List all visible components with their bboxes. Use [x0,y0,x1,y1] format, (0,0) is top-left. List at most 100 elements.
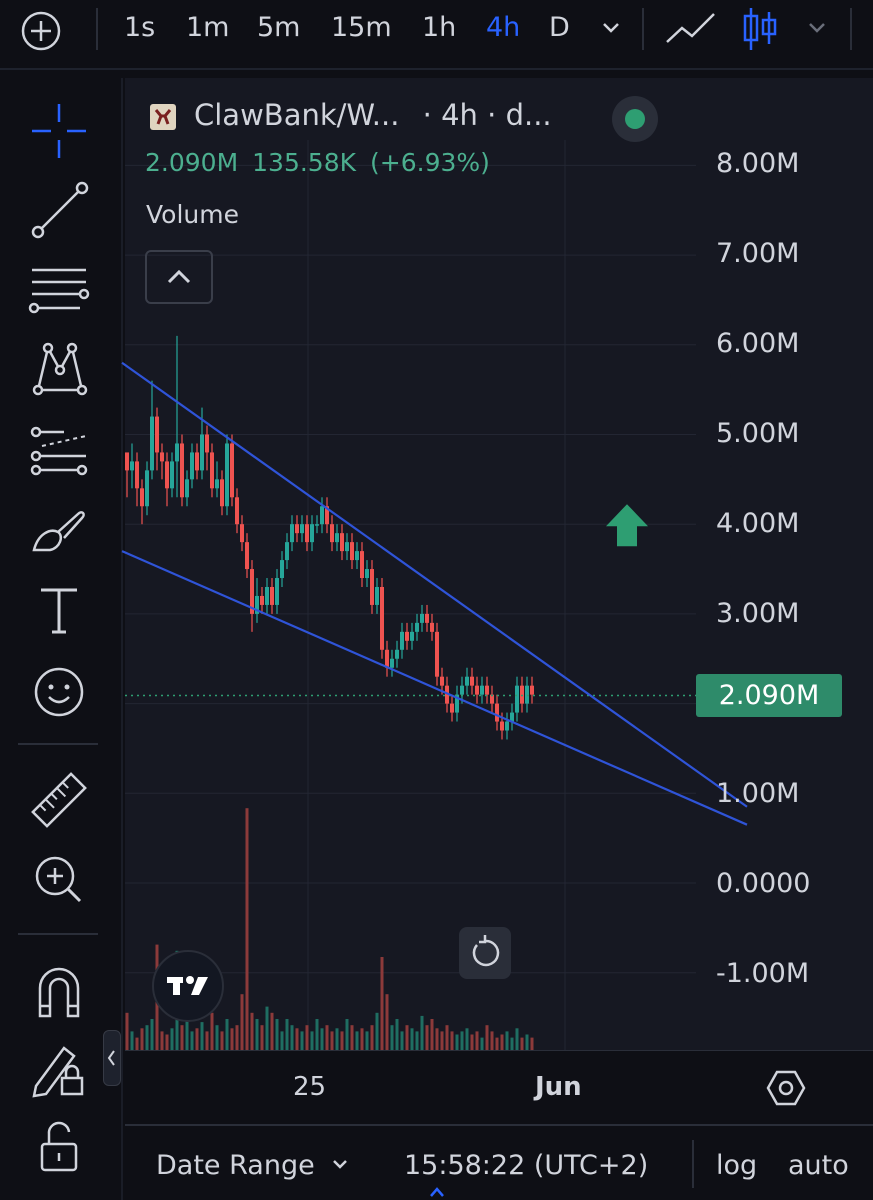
candle-body [165,461,169,489]
crosshair-icon[interactable] [24,102,94,162]
candle-body [270,586,274,605]
candle-body [290,524,294,543]
volume-bar [305,1025,309,1050]
timeframe-5m[interactable]: 5m [257,12,301,43]
candle-body [530,685,534,695]
volume-bar [530,1037,534,1050]
candle-chart-icon[interactable] [740,6,780,52]
candle-body [245,542,249,570]
candle-body [440,676,444,686]
magnet-icon[interactable] [24,962,94,1022]
candle-body [380,586,384,650]
symbol-title[interactable]: ClawBank/W... · 4h · d... [194,98,552,132]
lock-drawings-icon[interactable] [24,1040,94,1100]
prediction-icon[interactable] [24,420,94,480]
volume-bar [505,1031,509,1050]
candle-body [230,443,234,498]
volume-bar [395,1019,399,1050]
collapse-legend-button[interactable] [145,250,213,304]
volume-bar [400,1031,404,1050]
volume-bar [135,1037,139,1050]
volume-indicator-label[interactable]: Volume [146,200,239,229]
market-status-icon[interactable] [612,96,658,142]
brush-icon[interactable] [24,502,94,562]
volume-bar [290,1025,294,1050]
candle-body [265,586,269,605]
trend-line-icon[interactable] [24,180,94,240]
clock-timezone[interactable]: 15:58:22 (UTC+2) [404,1150,649,1181]
fib-retracement-icon[interactable] [24,260,94,320]
volume-bar [235,1025,239,1050]
timeframe-15m[interactable]: 15m [331,12,392,43]
candle-body [145,470,149,507]
volume-bar [350,1025,354,1050]
zoom-in-icon[interactable] [24,850,94,910]
sidebar-collapse-handle[interactable] [103,1030,121,1086]
symbol-logo-icon [150,104,176,130]
volume-bar [145,1025,149,1050]
candle-body [435,631,439,677]
volume-bar [250,1012,254,1050]
chevron-up-icon [167,269,191,284]
log-scale-toggle[interactable]: log [716,1150,758,1181]
volume-bar [425,1025,429,1050]
trendline-lower [121,550,748,826]
date-range-button[interactable]: Date Range [156,1150,351,1181]
candle-body [520,685,524,704]
volume-bar [125,1012,129,1050]
volume-bar [415,1031,419,1050]
volume-bar [165,1034,169,1050]
settings-icon[interactable] [766,1068,806,1108]
timeframe-1s[interactable]: 1s [124,12,156,43]
reset-chart-button[interactable] [459,927,511,979]
candle-body [220,479,224,507]
timeframe-1h[interactable]: 1h [422,12,457,43]
candle-body [330,524,334,543]
bottom-bar [125,1125,873,1200]
candle-body [515,685,519,713]
pattern-icon[interactable] [24,340,94,400]
volume-bar [160,1031,164,1050]
volume-bar [255,1019,259,1050]
volume-bar [245,808,249,1050]
tv-logo-icon [167,976,208,995]
candle-body [460,685,464,695]
volume-bar [240,994,244,1050]
drawing-toolbar [0,70,118,1200]
chevron-down-icon[interactable] [806,18,828,38]
candle-body [475,685,479,695]
volume-bar [375,1012,379,1050]
candle-body [525,685,529,704]
timeframe-d[interactable]: D [549,12,570,43]
volume-bar [180,1025,184,1050]
timeframe-1m[interactable]: 1m [186,12,230,43]
candle-body [370,569,374,605]
volume-bar [200,1022,204,1050]
unlock-icon[interactable] [24,1120,94,1180]
tradingview-logo[interactable] [152,950,224,1022]
candle-body [510,712,514,722]
volume-bar [190,1031,194,1050]
candle-body [125,452,129,471]
line-chart-icon[interactable] [664,8,718,48]
add-symbol-icon[interactable] [20,10,62,52]
emoji-icon[interactable] [24,662,94,722]
volume-bar [430,1019,434,1050]
candle-body [490,694,494,704]
chart-pane[interactable] [125,78,873,1050]
text-icon[interactable] [24,582,94,642]
ruler-icon[interactable] [24,770,94,830]
symbol-name[interactable]: ClawBank/W... [194,98,400,132]
chevron-down-icon[interactable] [600,18,622,38]
volume-bar [140,1028,144,1050]
timeframe-4h[interactable]: 4h [486,12,521,43]
auto-scale-toggle[interactable]: auto [788,1150,849,1181]
candle-body [175,443,179,462]
volume-bar [205,1031,209,1050]
volume-bar [485,1025,489,1050]
volume-bar [510,1037,514,1050]
price-label: 5.00M [716,418,800,449]
candle-body [320,506,324,525]
candle-body [140,488,144,507]
